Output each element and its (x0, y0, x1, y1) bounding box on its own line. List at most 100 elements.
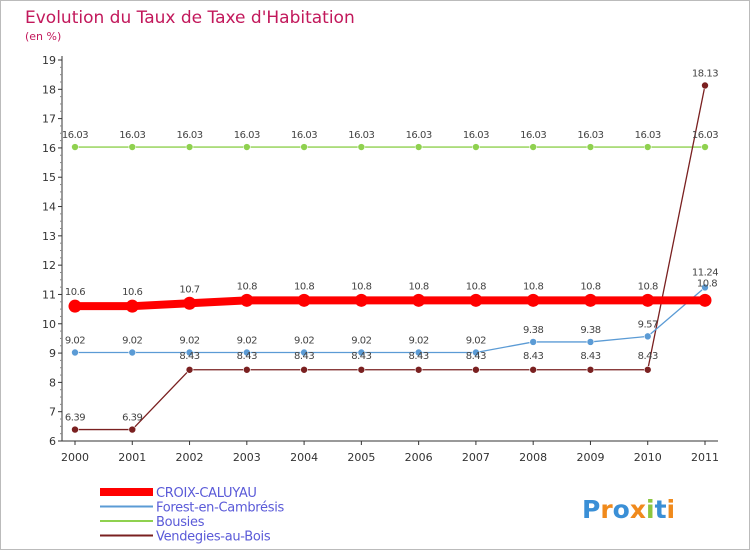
data-point (414, 143, 423, 151)
data-label: 10.8 (580, 281, 600, 292)
data-label: 8.43 (466, 351, 486, 362)
data-label: 8.43 (638, 351, 658, 362)
data-label: 8.43 (351, 351, 371, 362)
data-point (128, 425, 137, 434)
data-point (472, 348, 480, 357)
y-tick-label: 15 (42, 171, 56, 184)
data-point (414, 365, 423, 374)
data-point (357, 348, 366, 357)
y-tick-label: 7 (49, 406, 56, 419)
series-line-Forest-en-Cambrésis (74, 286, 706, 354)
x-tick-label: 2001 (118, 451, 146, 464)
data-label: 16.03 (406, 130, 432, 141)
x-tick-label: 2005 (347, 451, 375, 464)
data-point (412, 293, 426, 307)
data-label: 9.02 (237, 335, 257, 346)
data-label: 10.6 (122, 287, 142, 298)
data-label: 10.8 (466, 281, 486, 292)
data-point (297, 293, 311, 307)
data-point (300, 143, 308, 151)
y-tick-label: 10 (42, 318, 56, 331)
data-label: 16.03 (291, 130, 317, 141)
data-label: 10.8 (409, 281, 429, 292)
data-point (469, 293, 483, 307)
proxiti-logo-text: Proxiti (582, 495, 675, 524)
data-point (357, 143, 366, 151)
data-point (472, 143, 480, 151)
y-tick-label: 8 (49, 376, 56, 389)
data-label: 16.03 (234, 130, 260, 141)
series-layer (68, 81, 712, 434)
data-point (641, 293, 655, 307)
data-point (183, 296, 197, 310)
legend-label: Vendegies-au-Bois (156, 530, 271, 545)
data-label: 16.03 (176, 130, 202, 141)
x-tick-label: 2002 (176, 451, 204, 464)
series-line-CROIX-CALUYAU (71, 296, 709, 311)
data-label: 10.8 (697, 278, 717, 289)
data-point (71, 425, 79, 434)
data-label: 10.6 (65, 287, 85, 298)
data-label: 10.8 (294, 281, 314, 292)
data-label: 9.57 (638, 319, 658, 330)
data-point (583, 293, 597, 307)
data-point (701, 143, 709, 151)
data-label: 9.02 (466, 335, 486, 346)
data-label: 9.38 (580, 325, 600, 336)
data-label: 16.03 (348, 130, 374, 141)
data-point (586, 143, 595, 151)
data-label: 8.43 (179, 351, 199, 362)
data-label: 16.03 (577, 130, 603, 141)
data-label: 10.7 (179, 284, 199, 295)
data-label: 16.03 (463, 130, 489, 141)
x-tick-label: 2000 (61, 451, 89, 464)
data-point (354, 293, 368, 307)
chart-subtitle: (en %) (25, 30, 61, 43)
axes: 6 7 8 9 10 11 12 13 14 15 16 17 18 19 2000 2001 2002 2003… (42, 54, 719, 464)
y-tick-label: 16 (42, 142, 56, 155)
data-point (529, 365, 537, 374)
data-label: 9.02 (122, 335, 142, 346)
x-tick-label: 2009 (576, 451, 604, 464)
y-tick-label: 9 (49, 347, 56, 360)
data-point (71, 348, 79, 357)
data-point (300, 365, 308, 374)
data-label: 8.43 (237, 351, 257, 362)
data-point (357, 365, 366, 374)
data-label: 10.8 (638, 281, 658, 292)
y-tick-label: 11 (42, 288, 56, 301)
data-point (243, 143, 251, 151)
data-point (586, 365, 595, 374)
data-point (472, 365, 480, 374)
y-tick-label: 14 (42, 201, 56, 214)
data-label: 9.02 (351, 335, 371, 346)
data-point (643, 332, 652, 341)
x-tick-label: 2003 (233, 451, 261, 464)
y-tick-label: 18 (42, 83, 56, 96)
y-tick-label: 6 (49, 435, 56, 448)
data-label: 8.43 (294, 351, 314, 362)
data-point (243, 365, 251, 374)
data-point (529, 143, 537, 151)
data-label: 8.43 (523, 351, 543, 362)
data-point (586, 338, 595, 346)
proxiti-logo: Proxiti (582, 495, 675, 524)
data-point (125, 299, 139, 313)
data-point (185, 143, 194, 151)
x-tick-label: 2007 (462, 451, 490, 464)
data-labels-layer: 10.6 10.6 10.7 10.8 10.8 10.8 10.8 10.8 10.8 10.8… (62, 68, 719, 423)
chart-title: Evolution du Taux de Taxe d'Habitation (25, 8, 355, 28)
data-label: 16.03 (520, 130, 546, 141)
data-label: 16.03 (62, 130, 88, 141)
x-tick-label: 2010 (634, 451, 662, 464)
data-label: 16.03 (635, 130, 661, 141)
data-label: 16.03 (119, 130, 145, 141)
legend: CROIX-CALUYAUForest-en-CambrésisBousiesV… (100, 486, 285, 545)
legend-label: CROIX-CALUYAU (156, 486, 257, 501)
legend-label: Forest-en-Cambrésis (156, 501, 285, 516)
data-label: 9.02 (179, 335, 199, 346)
data-point (643, 365, 652, 374)
